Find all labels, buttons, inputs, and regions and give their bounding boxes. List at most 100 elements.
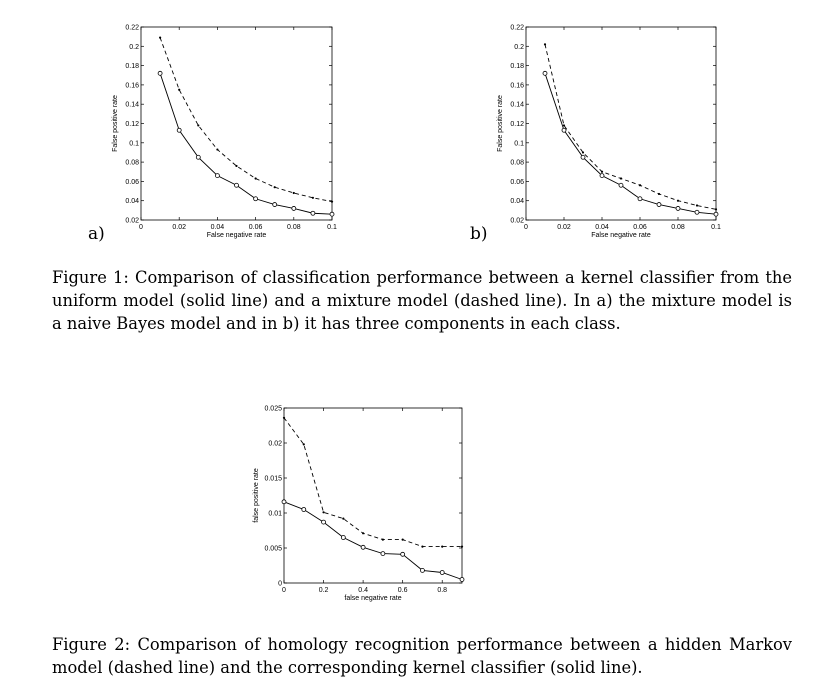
- y-tick-label: 0.22: [510, 24, 524, 31]
- circle-data-point: [195, 154, 201, 160]
- dot-data-point: [714, 208, 718, 211]
- dot-data-point: [282, 416, 286, 419]
- dot-data-point: [322, 511, 325, 514]
- dot-data-point: [381, 538, 384, 541]
- y-tick-label: 0: [278, 580, 282, 587]
- dot-data-point: [273, 186, 276, 189]
- dot-data-point: [581, 151, 585, 154]
- circle-data-point: [310, 210, 316, 216]
- circle-data-point: [340, 535, 346, 540]
- circle-data-point: [561, 127, 567, 133]
- y-tick-label: 0.18: [510, 63, 524, 70]
- y-tick-label: 0.1: [129, 140, 139, 147]
- circle-data-point: [360, 544, 366, 550]
- dot-data-point: [292, 191, 295, 195]
- dot-data-point: [235, 164, 238, 168]
- figure-1-caption: Figure 1: Comparison of classification p…: [52, 268, 792, 333]
- circle-data-point: [176, 127, 182, 133]
- dot-data-point: [460, 545, 464, 548]
- dot-data-point: [401, 538, 404, 541]
- dashed-series-line: [283, 417, 462, 548]
- x-tick-label: 0.2: [319, 587, 329, 594]
- dot-data-point: [657, 192, 661, 196]
- dot-data-point: [638, 184, 642, 187]
- y-axis-label: false positive rate: [253, 468, 260, 523]
- x-axis-label: false negative rate: [344, 595, 401, 602]
- dashed-series-line: [544, 44, 717, 210]
- circle-data-point: [713, 211, 719, 217]
- y-tick-label: 0.14: [125, 102, 139, 109]
- y-tick-label: 0.02: [125, 217, 139, 224]
- y-tick-label: 0.025: [264, 405, 282, 412]
- x-tick-label: 0.04: [595, 224, 609, 231]
- y-tick-label: 0.04: [510, 198, 524, 205]
- dot-data-point: [342, 517, 345, 520]
- circle-data-point: [459, 577, 465, 582]
- x-tick-label: 0.1: [327, 224, 337, 231]
- dot-data-point: [311, 196, 314, 199]
- y-tick-label: 0.16: [510, 82, 524, 89]
- dot-data-point: [302, 443, 305, 446]
- panel-label-b: b): [470, 224, 488, 244]
- y-tick-label: 0.08: [125, 160, 139, 167]
- dashed-series-line: [159, 37, 333, 203]
- y-tick-label: 0.06: [510, 179, 524, 186]
- circle-data-point: [272, 202, 278, 207]
- figure-1a-chart: 0 0.02 0.04 0.06 0.08 0.10.020.040.060.080.10…: [112, 24, 337, 239]
- dot-data-point: [254, 177, 257, 180]
- circle-data-point: [380, 551, 386, 557]
- y-tick-label: 0.1: [514, 140, 524, 147]
- circle-data-point: [329, 211, 335, 217]
- x-tick-label: 0.02: [172, 224, 186, 231]
- dot-data-point: [330, 200, 334, 203]
- x-tick-label: 0.8: [437, 587, 447, 594]
- x-tick-label: 0.04: [211, 224, 225, 231]
- y-tick-label: 0.06: [125, 179, 139, 186]
- dot-data-point: [197, 124, 200, 127]
- x-tick-label: 0.1: [711, 224, 721, 231]
- figure-2-caption: Figure 2: Comparison of homology recogni…: [52, 635, 792, 677]
- dot-data-point: [543, 43, 547, 46]
- dot-data-point: [600, 170, 604, 173]
- circle-data-point: [637, 196, 643, 202]
- x-tick-label: 0.06: [633, 224, 647, 231]
- dot-data-point: [178, 88, 181, 91]
- solid-series-line: [283, 501, 463, 580]
- circle-data-point: [439, 570, 445, 575]
- circle-data-point: [400, 551, 406, 557]
- x-tick-label: 0.6: [398, 587, 408, 594]
- x-axis-label: False negative rate: [207, 232, 267, 239]
- y-tick-label: 0.12: [125, 121, 139, 128]
- circle-data-point: [214, 173, 220, 179]
- circle-data-point: [694, 209, 700, 215]
- dot-data-point: [676, 199, 680, 202]
- dot-data-point: [619, 177, 623, 180]
- x-tick-label: 0: [139, 224, 143, 231]
- circle-data-point: [253, 196, 259, 202]
- y-tick-label: 0.2: [129, 44, 139, 51]
- solid-series-line: [544, 73, 717, 215]
- circle-data-point: [580, 154, 586, 160]
- x-tick-label: 0.06: [249, 224, 263, 231]
- circle-data-point: [542, 70, 548, 76]
- dot-data-point: [159, 36, 162, 39]
- dot-data-point: [362, 532, 365, 535]
- x-tick-label: 0.02: [557, 224, 571, 231]
- y-tick-label: 0.2: [514, 44, 524, 51]
- y-tick-label: 0.02: [510, 217, 524, 224]
- y-tick-label: 0.02: [268, 440, 282, 447]
- y-tick-label: 0.04: [125, 198, 139, 205]
- circle-data-point: [157, 70, 163, 76]
- figure-1b-chart: 0 0.02 0.04 0.06 0.08 0.10.020.040.060.080.10…: [497, 24, 721, 239]
- x-tick-label: 0: [282, 587, 286, 594]
- y-tick-label: 0.12: [510, 121, 524, 128]
- y-tick-label: 0.01: [268, 510, 282, 517]
- y-tick-label: 0.08: [510, 160, 524, 167]
- x-tick-label: 0.08: [671, 224, 685, 231]
- y-tick-label: 0.16: [125, 82, 139, 89]
- x-tick-label: 0.08: [287, 224, 301, 231]
- circle-data-point: [281, 499, 287, 505]
- y-tick-label: 0.14: [510, 102, 524, 109]
- dot-data-point: [441, 545, 444, 548]
- y-axis-label: False positive rate: [112, 95, 119, 152]
